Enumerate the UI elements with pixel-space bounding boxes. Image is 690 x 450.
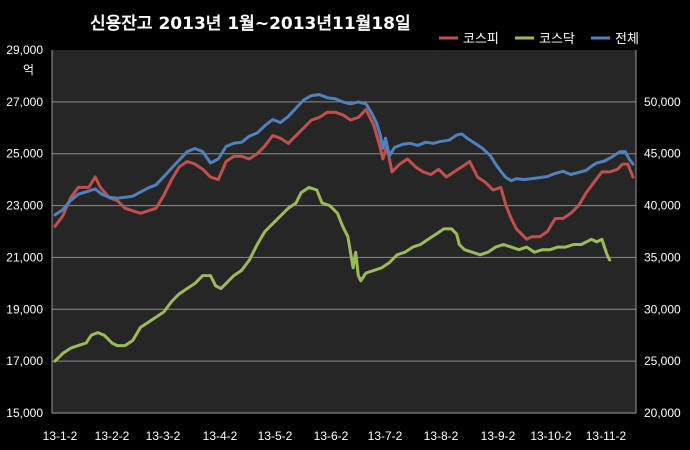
left-tick-label: 23,000 — [6, 199, 43, 213]
x-tick-label: 13-2-2 — [95, 429, 130, 443]
left-tick-label: 25,000 — [6, 147, 43, 161]
left-tick-label: 19,000 — [6, 302, 43, 316]
right-tick-label: 30,000 — [644, 302, 681, 316]
legend-label-kospi: 코스피 — [463, 32, 499, 47]
legend-label-kosdaq: 코스닥 — [539, 32, 575, 47]
left-tick-label: 15,000 — [6, 406, 43, 420]
right-tick-label: 50,000 — [644, 95, 681, 109]
axis-labels: 15,000 17,000 19,000 21,000 23,000 25,000 27,0… — [6, 43, 681, 443]
x-tick-label: 13-9-2 — [481, 429, 516, 443]
series-layer — [53, 93, 635, 363]
kosdaq-series-line — [53, 185, 612, 363]
left-tick-label: 21,000 — [6, 250, 43, 264]
kospi-series-line — [53, 108, 635, 241]
legend: 코스피 코스닥 전체 — [439, 32, 639, 47]
x-tick-label: 13-7-2 — [368, 429, 403, 443]
x-tick-label: 13-6-2 — [314, 429, 349, 443]
left-tick-label: 29,000 — [6, 43, 43, 57]
right-tick-label: 35,000 — [644, 250, 681, 264]
right-tick-label: 20,000 — [644, 406, 681, 420]
right-tick-label: 40,000 — [644, 199, 681, 213]
total-series-line — [53, 93, 635, 217]
legend-label-total: 전체 — [615, 32, 639, 47]
x-tick-label: 13-11-2 — [586, 429, 627, 443]
x-tick-label: 13-5-2 — [258, 429, 293, 443]
chart-title: 신용잔고 2013년 1월~2013년11월18일 — [90, 14, 411, 34]
left-tick-label: 27,000 — [6, 95, 43, 109]
x-tick-label: 13-1-2 — [43, 429, 78, 443]
left-tick-label: 17,000 — [6, 354, 43, 368]
right-tick-label: 45,000 — [644, 147, 681, 161]
x-tick-label: 13-10-2 — [530, 429, 572, 443]
right-tick-label: 25,000 — [644, 354, 681, 368]
left-axis-unit: 억 — [23, 63, 34, 77]
x-tick-label: 13-3-2 — [146, 429, 181, 443]
x-tick-label: 13-8-2 — [424, 429, 459, 443]
x-tick-label: 13-4-2 — [203, 429, 238, 443]
